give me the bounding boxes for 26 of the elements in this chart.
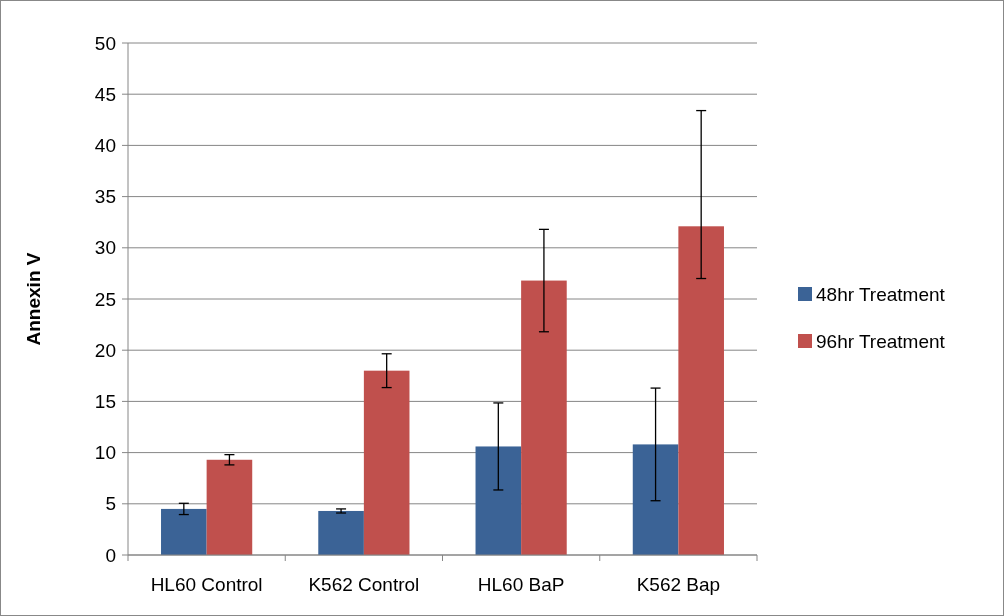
y-tick-label: 45 [94,83,116,105]
y-tick-label: 25 [94,288,116,310]
y-tick-label: 30 [94,237,116,259]
y-tick-label: 15 [94,391,116,413]
y-tick-label: 0 [105,544,116,566]
y-tick-label: 35 [94,186,116,208]
legend-label: 48hr Treatment [816,283,946,305]
y-tick-label: 10 [94,442,116,464]
bar [318,510,364,555]
bar [521,280,567,555]
bar [161,508,207,555]
y-tick-label: 50 [94,32,116,54]
y-tick-label: 40 [94,135,116,157]
x-tick-label: K562 Bap [636,574,721,595]
y-axis-title: Annexin V [23,252,44,346]
legend-label: 96hr Treatment [816,330,946,352]
bar [363,370,410,555]
y-tick-label: 20 [94,339,116,361]
x-tick-label: HL60 Control [150,574,263,595]
bar [475,446,522,555]
bar [678,226,724,555]
x-tick-label: HL60 BaP [477,574,565,595]
bar [632,444,679,555]
bar [206,459,253,555]
x-tick-label: K562 Control [308,574,420,595]
y-tick-label: 5 [105,493,116,515]
